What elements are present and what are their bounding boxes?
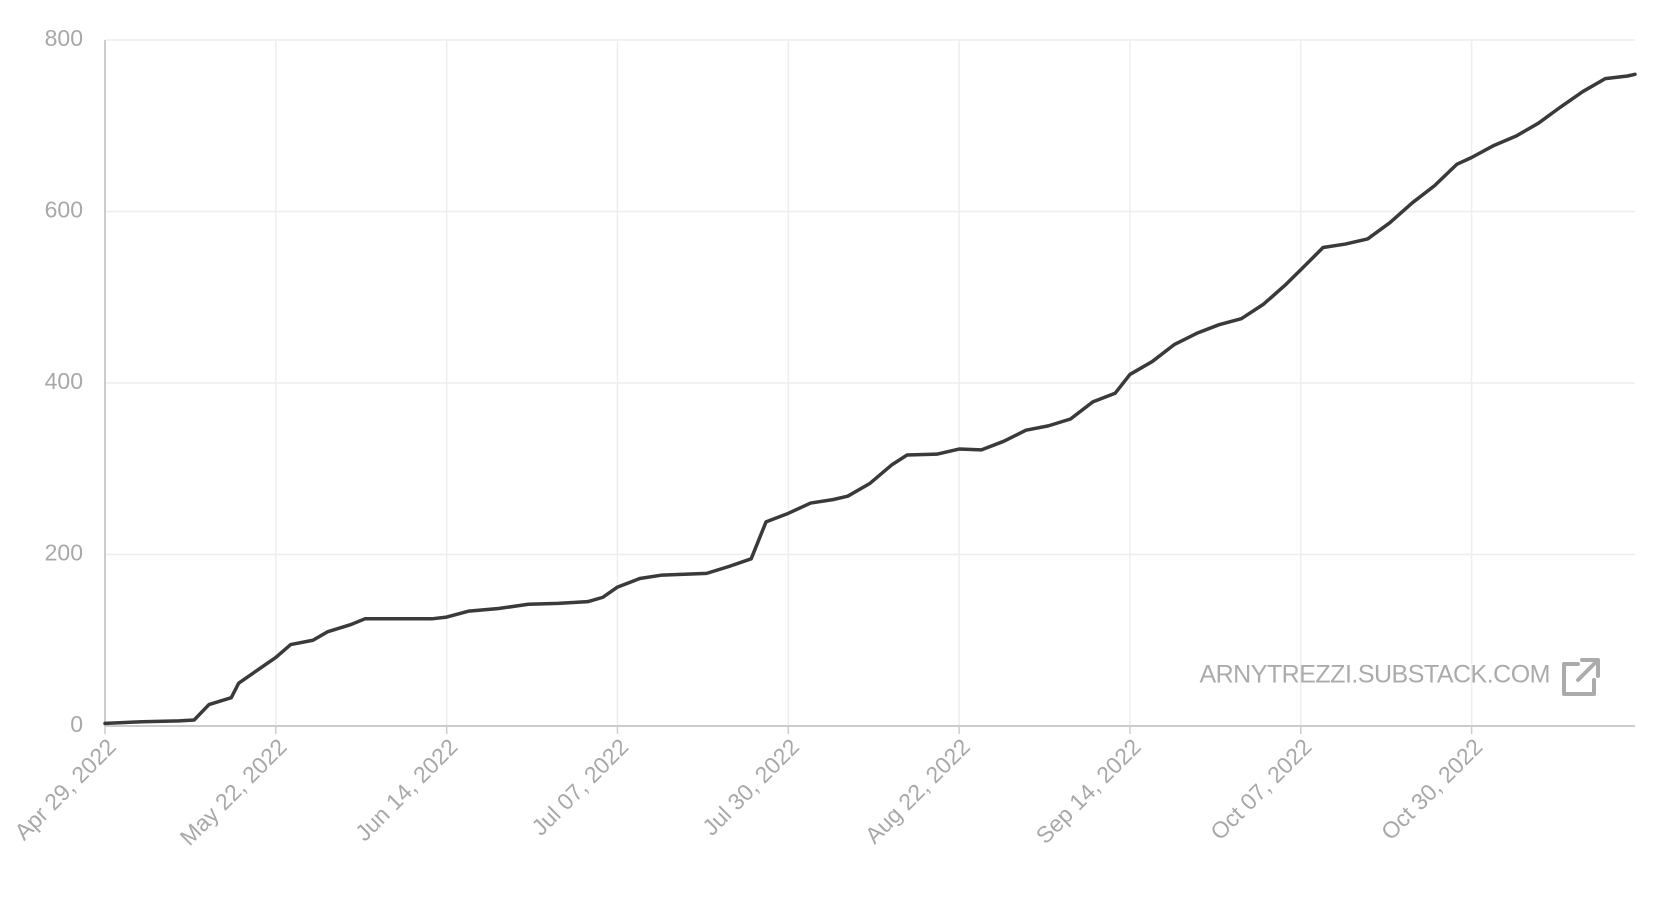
line [103,72,1637,726]
y-tick-label: 800 [45,25,83,51]
marks [103,72,1637,726]
x-tick-label: Jul 30, 2022 [697,733,804,840]
x-tick-label: Sep 14, 2022 [1031,733,1146,848]
x-tick-label: Jul 07, 2022 [526,733,633,840]
x-tick-label: Oct 07, 2022 [1205,733,1317,845]
grid [104,39,1635,727]
x-tick-label: Aug 22, 2022 [860,733,975,848]
y-tick-label: 400 [45,368,83,394]
x-tick-label: Apr 29, 2022 [9,733,121,845]
x-tick-label: Oct 30, 2022 [1376,733,1488,845]
y-tick-label: 0 [70,711,83,737]
watermark: ARNYTREZZI.SUBSTACK.COM [1199,661,1550,689]
external-link-icon[interactable] [1562,658,1600,696]
x-tick-label: Jun 14, 2022 [350,733,462,845]
x-tick-label: May 22, 2022 [175,733,292,850]
axes: 0 200 400 600 800 Apr 29, 2022 May 22, 2022 Jun… [9,25,1635,850]
y-tick-label: 600 [45,197,83,223]
y-tick-label: 200 [45,540,83,566]
